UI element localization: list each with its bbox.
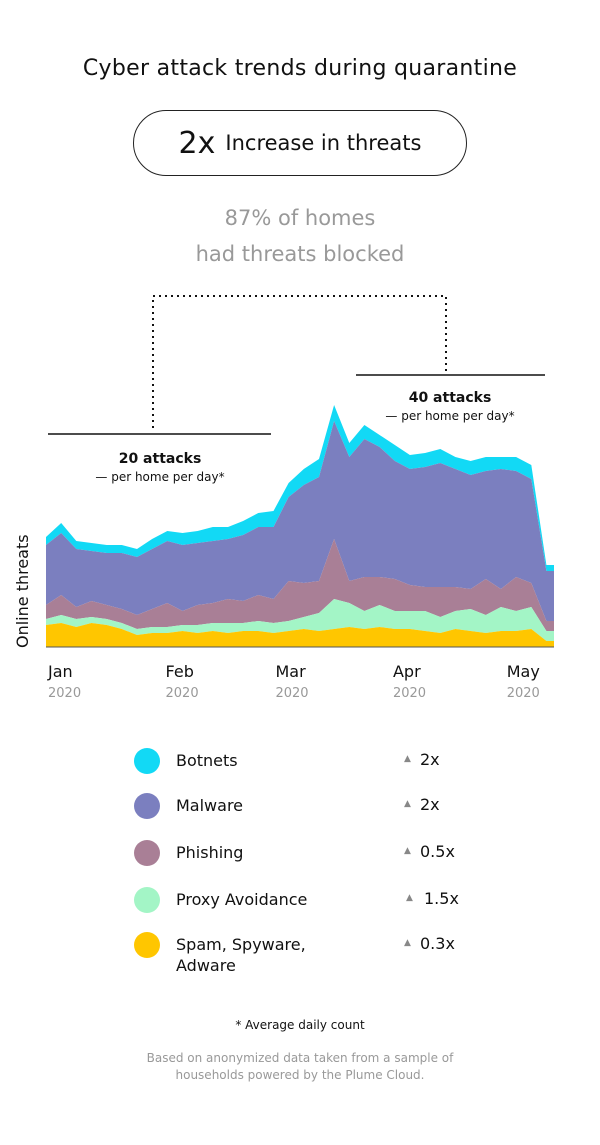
period-connector [152, 295, 447, 428]
headline-number: 2x [178, 125, 216, 161]
headline-pill: 2x Increase in threats [133, 110, 467, 176]
period-2-count: 40 attacks [409, 390, 492, 406]
subtitle-line-1: 87% of homes [224, 206, 376, 230]
x-axis-ticks: Jan 2020 Feb 2020 Mar 2020 Apr 2020 May 2020 [47, 662, 540, 701]
legend-change: 2x [420, 750, 440, 769]
area-series-group [46, 405, 554, 647]
up-arrow-icon: ▲ [404, 754, 411, 764]
legend-item-botnets: Botnets ▲ 2x [134, 746, 474, 776]
headline-text: Increase in threats [225, 131, 422, 155]
legend-change: 0.5x [420, 842, 455, 861]
up-arrow-icon: ▲ [406, 893, 413, 903]
botnets-swatch [134, 748, 160, 774]
legend-change: 0.3x [420, 934, 455, 953]
threat-area-chart: 20 attacks — per home per day* 40 attack… [13, 295, 554, 701]
x-tick-month: Mar [275, 662, 306, 681]
period-1-unit: — per home per day* [95, 470, 224, 484]
up-arrow-icon: ▲ [404, 846, 411, 856]
source-line-2: households powered by the Plume Cloud. [175, 1068, 425, 1082]
legend-item-spam: Spam, Spyware, Adware ▲ 0.3x [134, 930, 474, 980]
source-note: Based on anonymized data taken from a sa… [100, 1050, 500, 1084]
footnote: * Average daily count [235, 1018, 365, 1032]
malware-area [46, 421, 554, 621]
legend-label: Phishing [176, 843, 244, 862]
up-arrow-icon: ▲ [404, 938, 411, 948]
legend-label: Malware [176, 796, 244, 815]
y-axis-label: Online threats [13, 534, 32, 648]
x-tick-year: 2020 [275, 686, 308, 701]
x-tick-month: Feb [166, 662, 194, 681]
x-tick-month: Apr [393, 662, 421, 681]
phishing-swatch [134, 840, 160, 866]
chart-title: Cyber attack trends during quarantine [82, 56, 518, 81]
spam-swatch [134, 932, 160, 958]
x-tick-month: May [507, 662, 540, 681]
legend-label: Botnets [176, 751, 238, 770]
malware-swatch [134, 793, 160, 819]
legend-change: 1.5x [424, 889, 459, 908]
legend-item-proxy-avoidance: Proxy Avoidance ▲ 1.5x [134, 885, 474, 915]
proxy-avoidance-swatch [134, 887, 160, 913]
x-tick-year: 2020 [393, 686, 426, 701]
period-2-unit: — per home per day* [385, 409, 514, 423]
x-tick-month: Jan [47, 662, 73, 681]
legend-label: Proxy Avoidance [176, 890, 308, 909]
proxy-avoidance-area [46, 599, 554, 641]
source-line-1: Based on anonymized data taken from a sa… [146, 1051, 454, 1065]
legend-item-malware: Malware ▲ 2x [134, 791, 474, 821]
legend-change: 2x [420, 795, 440, 814]
spam-area [46, 623, 554, 647]
phishing-area [46, 539, 554, 631]
subtitle-line-2: had threats blocked [195, 242, 405, 266]
subtitle: 87% of homes had threats blocked [0, 200, 600, 272]
x-tick-year: 2020 [166, 686, 199, 701]
x-tick-year: 2020 [507, 686, 540, 701]
x-tick-year: 2020 [48, 686, 81, 701]
legend-item-phishing: Phishing ▲ 0.5x [134, 838, 474, 868]
up-arrow-icon: ▲ [404, 799, 411, 809]
period-1-count: 20 attacks [119, 451, 202, 467]
legend-label: Spam, Spyware, Adware [176, 935, 306, 975]
